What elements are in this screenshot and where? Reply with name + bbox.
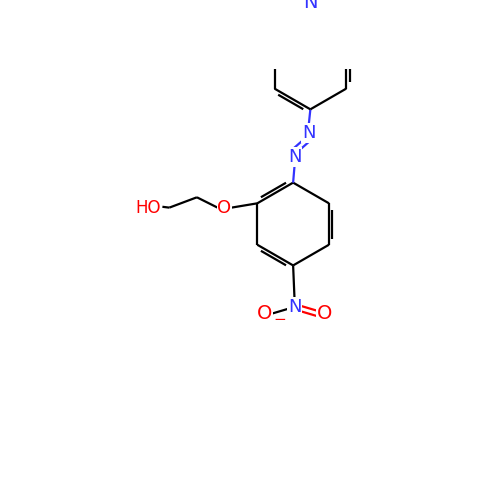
Text: N: N [302,124,316,142]
Text: N: N [288,148,302,166]
Text: N: N [288,298,302,316]
Text: −: − [274,312,286,328]
Text: N: N [303,0,318,12]
Text: O: O [218,198,232,216]
Text: O: O [318,304,332,323]
Text: HO: HO [135,198,160,216]
Text: O: O [257,304,272,323]
